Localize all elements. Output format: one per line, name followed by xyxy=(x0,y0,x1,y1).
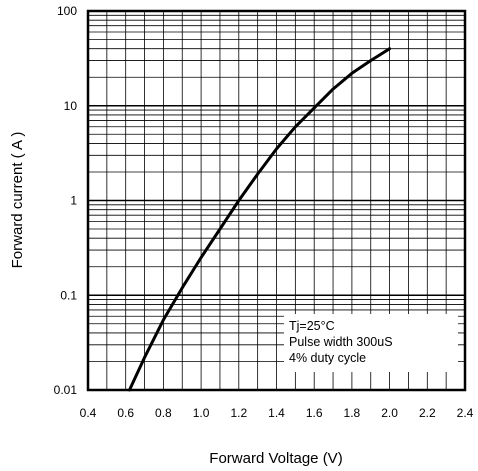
y-tick-label: 100 xyxy=(57,4,77,18)
y-tick-label: 0.1 xyxy=(60,288,77,302)
y-tick-label: 10 xyxy=(64,99,78,113)
x-tick-label: 2.4 xyxy=(457,406,474,420)
curve-layer xyxy=(128,47,392,392)
x-tick-label: 2.0 xyxy=(381,406,398,420)
x-tick-label: 0.8 xyxy=(155,406,172,420)
x-tick-label: 1.4 xyxy=(268,406,285,420)
y-axis-title: Forward current ( A ) xyxy=(9,132,26,269)
series-line xyxy=(128,47,392,392)
plot-frame xyxy=(86,9,467,392)
x-tick-label: 2.2 xyxy=(419,406,436,420)
annotation-box: Tj=25°C Pulse width 300uS 4% duty cycle xyxy=(284,314,458,372)
annotation-box-background xyxy=(284,314,458,372)
annotation-pulse-width: Pulse width 300uS xyxy=(289,335,393,349)
x-tick-label: 1.6 xyxy=(306,406,323,420)
y-tick-label: 0.01 xyxy=(54,383,78,397)
x-tick-label: 1.0 xyxy=(193,406,210,420)
x-tick-labels: 0.4 0.6 0.8 1.0 1.2 1.4 1.6 1.8 2.0 2.2 2.4 xyxy=(80,406,474,420)
y-tick-labels: 0.01 0.1 1 10 100 xyxy=(54,4,78,397)
x-tick-label: 0.6 xyxy=(117,406,134,420)
x-tick-label: 0.4 xyxy=(80,406,97,420)
x-tick-label: 1.8 xyxy=(344,406,361,420)
y-tick-label: 1 xyxy=(70,194,77,208)
x-axis-title: Forward Voltage (V) xyxy=(209,450,342,467)
x-tick-label: 1.2 xyxy=(230,406,247,420)
annotation-duty-cycle: 4% duty cycle xyxy=(289,351,366,365)
annotation-temperature: Tj=25°C xyxy=(289,319,335,333)
